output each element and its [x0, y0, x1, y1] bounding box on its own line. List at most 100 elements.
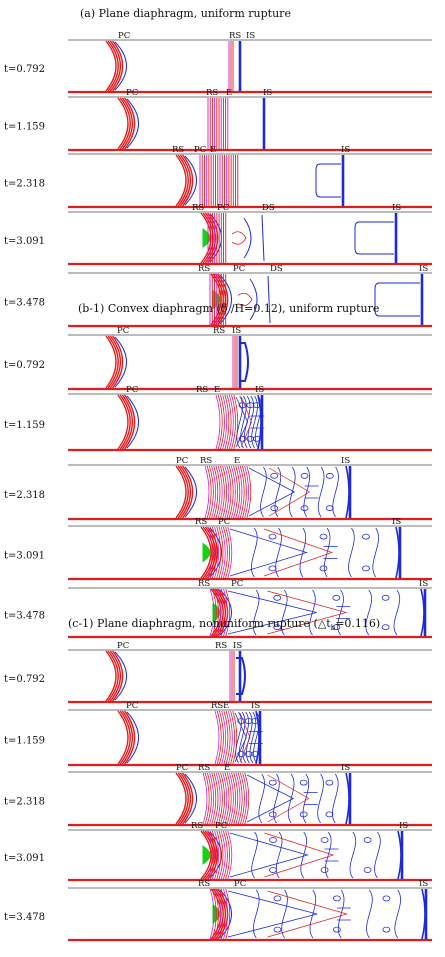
wave-label-pc: PC [194, 145, 206, 155]
contact-surface [119, 394, 131, 450]
contact-surface [217, 273, 229, 326]
contact-surface [177, 465, 189, 519]
rarefaction-line [202, 772, 208, 825]
contour-line [323, 527, 331, 578]
rarefaction-line [204, 772, 210, 825]
contour-line [325, 831, 332, 879]
contour-line [246, 711, 253, 764]
rarefaction-line [216, 710, 222, 765]
wave-label-rs: RS [215, 641, 227, 651]
contact-surface [219, 889, 232, 939]
contact-surface [124, 97, 136, 150]
wave-label-is: IS [251, 701, 260, 711]
vortex [269, 837, 277, 843]
contour-line [246, 774, 295, 823]
incident-shock-curve [345, 772, 350, 825]
wave-label-is: IS [392, 203, 401, 213]
rarefaction-line [209, 588, 215, 637]
wave-label-rs: RS [211, 701, 223, 711]
vortex [320, 867, 329, 873]
contact-surface [182, 772, 194, 825]
contact-surface [119, 710, 131, 765]
contact-surface [179, 154, 192, 207]
contact-surface [184, 466, 197, 518]
wave-label-e: E [234, 456, 240, 466]
vortex [325, 472, 334, 479]
rarefaction-line [229, 772, 234, 825]
vortex [299, 779, 308, 786]
contour-line [299, 527, 307, 578]
time-label: t=3.478 [4, 611, 45, 622]
contour-line [234, 712, 247, 763]
rarefaction-line [224, 394, 230, 450]
incident-shock-curve [420, 588, 425, 637]
contour-line [231, 231, 247, 245]
contour-line [324, 848, 339, 862]
rarefaction-line [228, 394, 234, 450]
rarefaction-line [213, 465, 219, 519]
panel: t=3.478 RS PC DS IS [4, 264, 432, 328]
contact-surface [204, 830, 217, 880]
vortex [246, 402, 255, 409]
wave-label-pc: PC [126, 88, 138, 98]
section-3: (c-1) Plane diaphragm, nonuniform ruptur… [4, 617, 432, 942]
contact-surface [107, 650, 119, 702]
time-label: t=3.478 [4, 298, 45, 309]
rarefaction-line [218, 526, 224, 579]
time-label: t=1.159 [4, 420, 45, 431]
contact-surface [177, 154, 189, 207]
rarefaction-line [218, 830, 224, 880]
vortex [273, 624, 282, 631]
contact-surface [204, 526, 217, 579]
contact-surface [117, 394, 129, 450]
contour-line [248, 731, 263, 744]
contact-surface [209, 527, 222, 578]
rarefaction-line [220, 888, 226, 940]
vortex [273, 926, 282, 933]
contour-line [239, 712, 251, 763]
rarefaction-line [224, 465, 230, 519]
contour-line [336, 907, 351, 921]
vortex [300, 505, 309, 512]
contour-line [354, 221, 360, 255]
rarefaction-line [226, 772, 232, 825]
panel: t=3.478 RS PC IS [4, 879, 432, 942]
rarefaction-line [228, 465, 234, 519]
high-pressure-core [202, 542, 211, 563]
time-label: t=1.159 [4, 736, 45, 747]
contact-surface [207, 526, 219, 579]
contour-line [267, 774, 310, 823]
vortex [362, 565, 370, 572]
vortex [238, 402, 247, 409]
vortex [270, 505, 279, 512]
wave-label-rs: RS [206, 88, 218, 98]
diaphragm-bump [236, 657, 246, 695]
rarefaction-line [222, 394, 228, 450]
rarefaction-line [220, 772, 225, 825]
contact-surface [179, 772, 192, 825]
time-label: t=0.792 [4, 64, 45, 75]
contour-line [258, 773, 265, 824]
rarefaction-line [217, 394, 223, 450]
rarefaction-line [233, 465, 238, 519]
rarefaction-line [225, 830, 230, 880]
contact-surface [209, 831, 222, 879]
wave-label-is: IS [255, 385, 264, 395]
rarefaction-line [227, 710, 233, 765]
rarefaction-line [222, 465, 227, 519]
rarefaction-line [225, 888, 231, 940]
contact-surface [175, 772, 187, 825]
wave-label-pc: PC [117, 326, 129, 336]
rarefaction-line [231, 465, 236, 519]
contour-line [267, 590, 348, 635]
section-title: (c-1) Plane diaphragm, nonuniform ruptur… [68, 617, 380, 632]
rarefaction-line [218, 772, 223, 825]
wave-label-e: E [210, 145, 216, 155]
rarefaction-line [232, 710, 238, 765]
contour-line [336, 606, 351, 619]
rarefaction-line [233, 394, 239, 450]
contour-line [261, 214, 265, 262]
contact-surface [175, 465, 187, 519]
contact-surface [109, 650, 122, 702]
vortex [300, 472, 309, 479]
